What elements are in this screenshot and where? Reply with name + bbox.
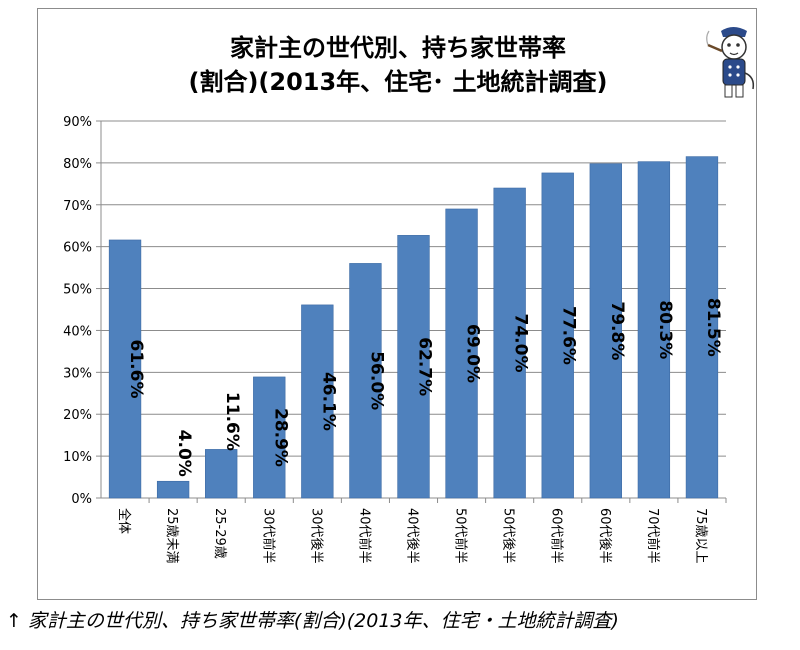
data-label-3: 28.9% (270, 408, 290, 467)
category-label-2: 25-29歳 (212, 508, 227, 559)
data-label-2: 11.6% (222, 392, 242, 451)
data-label-5: 56.0% (366, 351, 386, 410)
data-label-7: 69.0% (463, 324, 483, 383)
category-label-12: 75歳以上 (693, 508, 708, 564)
y-tick-label: 10% (63, 450, 92, 465)
y-tick-label: 60% (63, 241, 92, 256)
plot-area: 0% 10% 20% 30% 40% 50% 60% 70% 80% 90% 61.6% 全体 4.0%… (63, 115, 727, 564)
figure-caption: ↑ 家計主の世代別、持ち家世帯率(割合)(2013年、住宅・土地統計調査) (6, 606, 619, 633)
category-label-9: 60代前半 (549, 508, 565, 564)
y-tick-label: 80% (63, 157, 92, 172)
chart-title-line1: 家計主の世代別、持ち家世帯率 (230, 34, 566, 62)
smoking-cat-mascot-icon (706, 27, 755, 98)
data-label-6: 62.7% (415, 337, 435, 396)
bar-0 (108, 239, 142, 499)
y-tick-label: 90% (63, 115, 92, 130)
y-tick-label: 30% (63, 366, 92, 381)
category-label-4: 30代後半 (308, 508, 323, 564)
up-arrow-icon: ↑ (6, 610, 22, 632)
bar-12 (685, 156, 719, 499)
category-label-5: 40代前半 (356, 508, 372, 564)
bar-9 (541, 172, 574, 499)
category-label-10: 60代後半 (597, 508, 612, 564)
data-label-0: 61.6% (126, 339, 146, 398)
chart-title: 家計主の世代別、持ち家世帯率 (割合)(2013年、住宅･ 土地統計調査) (38, 31, 758, 99)
bar-4 (301, 304, 334, 499)
category-label-6: 40代後半 (405, 508, 420, 564)
data-label-9: 77.6% (559, 306, 579, 365)
y-tick-label: 50% (63, 283, 92, 298)
bar-2 (205, 449, 238, 499)
bar-5 (349, 263, 382, 499)
category-label-8: 50代後半 (501, 508, 516, 564)
y-tick-label: 20% (63, 408, 92, 423)
chart-subtitle: (割合)(2013年、住宅･ 土地統計調査) (188, 68, 608, 96)
bar-7 (445, 208, 478, 499)
bar-8 (493, 187, 526, 499)
chart-frame: 家計主の世代別、持ち家世帯率 (割合)(2013年、住宅･ 土地統計調査) 0%… (37, 8, 757, 600)
bar-1 (156, 480, 190, 499)
data-label-12: 81.5% (703, 298, 723, 357)
data-label-11: 80.3% (655, 300, 675, 359)
category-label-3: 30代前半 (260, 508, 276, 564)
data-label-1: 4.0% (174, 430, 194, 477)
y-tick-label: 40% (63, 324, 92, 339)
data-label-8: 74.0% (511, 314, 531, 373)
data-label-10: 79.8% (607, 301, 627, 360)
data-label-4: 46.1% (318, 372, 338, 431)
y-tick-label: 0% (71, 492, 92, 507)
category-label-11: 70代前半 (645, 508, 661, 564)
caption-text: 家計主の世代別、持ち家世帯率(割合)(2013年、住宅・土地統計調査) (27, 610, 619, 632)
y-tick-label: 70% (63, 199, 92, 214)
bar-6 (397, 235, 430, 499)
category-label-1: 25歳未満 (164, 508, 179, 564)
bar-11 (637, 161, 671, 499)
bar-10 (589, 163, 622, 499)
category-label-0: 全体 (116, 508, 132, 534)
category-label-7: 50代前半 (453, 508, 469, 564)
bar-3 (253, 376, 286, 499)
